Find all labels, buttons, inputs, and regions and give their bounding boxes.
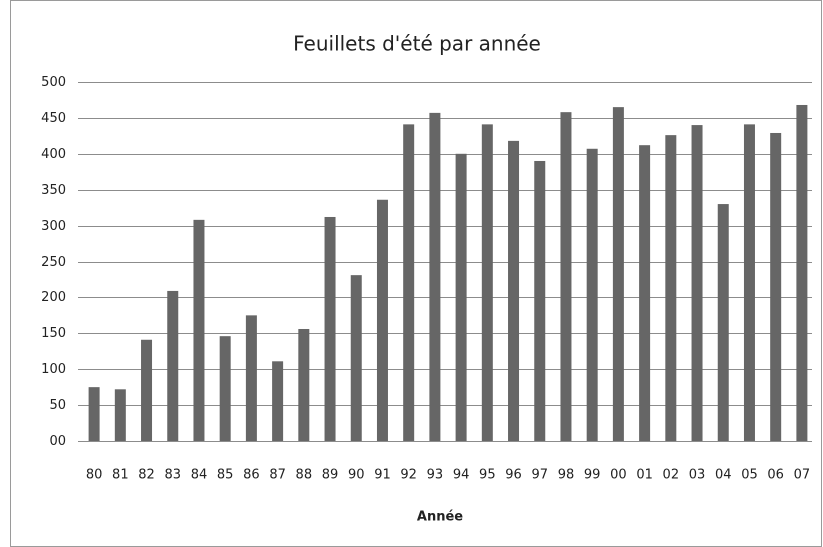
y-tick-label: 00	[49, 434, 66, 449]
x-tick-label: 82	[138, 468, 155, 483]
x-tick-label: 06	[767, 468, 784, 483]
x-axis-title: Année	[417, 510, 463, 525]
bar	[272, 361, 284, 441]
bar	[508, 140, 520, 441]
x-tick-label: 86	[243, 468, 260, 483]
bar	[639, 145, 651, 441]
y-tick-label: 450	[41, 111, 66, 126]
bar	[245, 315, 257, 441]
chart-title: Feuillets d'été par année	[293, 32, 541, 56]
chart-border	[10, 0, 822, 547]
y-tick-label: 250	[41, 255, 66, 270]
y-tick-label: 500	[41, 75, 66, 90]
bar	[586, 148, 598, 442]
x-tick-label: 04	[715, 468, 732, 483]
bar	[167, 290, 179, 441]
x-tick-label: 87	[269, 468, 286, 483]
bar	[455, 153, 467, 442]
bar	[376, 199, 388, 441]
x-tick-label: 97	[531, 468, 548, 483]
x-tick-label: 90	[348, 468, 365, 483]
bar	[350, 275, 362, 441]
bar	[534, 160, 546, 442]
bar	[324, 216, 336, 441]
bar	[141, 339, 153, 441]
bar	[193, 219, 205, 441]
x-tick-label: 80	[86, 468, 103, 483]
bar	[717, 204, 729, 441]
y-tick-label: 150	[41, 326, 66, 341]
x-tick-label: 99	[584, 468, 601, 483]
x-tick-label: 96	[505, 468, 522, 483]
x-tick-label: 93	[427, 468, 444, 483]
x-tick-label: 95	[479, 468, 496, 483]
bar	[481, 124, 493, 441]
x-tick-label: 91	[374, 468, 391, 483]
x-tick-label: 07	[794, 468, 811, 483]
bar	[88, 387, 100, 441]
x-tick-label: 89	[322, 468, 339, 483]
y-tick-label: 300	[41, 219, 66, 234]
x-tick-label: 03	[689, 468, 706, 483]
bar	[403, 124, 415, 441]
x-tick-label: 98	[558, 468, 575, 483]
bar	[219, 336, 231, 441]
bar	[796, 104, 808, 441]
bar	[114, 389, 126, 441]
bar	[743, 124, 755, 441]
bar	[429, 112, 441, 442]
x-tick-label: 81	[112, 468, 129, 483]
x-tick-label: 88	[296, 468, 313, 483]
x-tick-label: 85	[217, 468, 234, 483]
y-tick-label: 100	[41, 362, 66, 377]
x-tick-label: 84	[191, 468, 208, 483]
x-tick-label: 83	[164, 468, 181, 483]
bar	[770, 132, 782, 441]
bar	[665, 135, 677, 441]
y-tick-label: 400	[41, 147, 66, 162]
x-tick-label: 01	[636, 468, 653, 483]
bar	[298, 328, 310, 441]
x-tick-label: 00	[610, 468, 627, 483]
bar	[560, 112, 572, 441]
bar	[612, 107, 624, 441]
x-tick-label: 05	[741, 468, 758, 483]
y-tick-label: 350	[41, 183, 66, 198]
y-tick-label: 50	[49, 398, 66, 413]
x-tick-label: 02	[663, 468, 680, 483]
x-tick-label: 92	[400, 468, 417, 483]
bar	[691, 125, 703, 441]
y-tick-label: 200	[41, 290, 66, 305]
x-tick-label: 94	[453, 468, 470, 483]
